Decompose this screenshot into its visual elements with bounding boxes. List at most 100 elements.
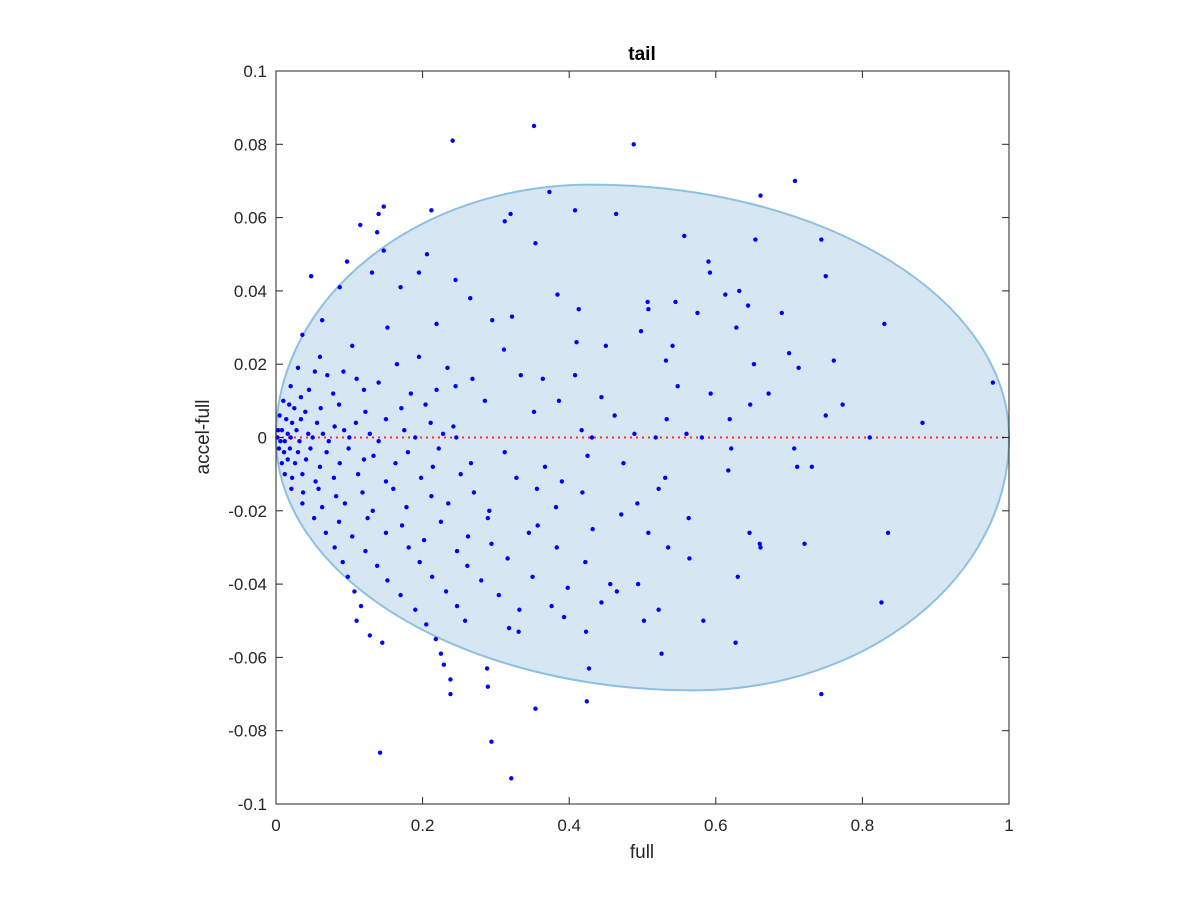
data-point bbox=[361, 387, 367, 393]
data-point bbox=[590, 526, 595, 532]
data-point bbox=[638, 329, 644, 334]
x-tick-label: 0.6 bbox=[704, 816, 728, 835]
data-point bbox=[287, 446, 293, 451]
data-point bbox=[277, 413, 282, 418]
data-point bbox=[682, 233, 687, 239]
data-point bbox=[374, 230, 380, 235]
data-point bbox=[535, 523, 540, 528]
data-point bbox=[417, 559, 422, 565]
data-point bbox=[533, 706, 538, 711]
data-point bbox=[555, 292, 560, 297]
data-point bbox=[434, 387, 439, 393]
data-point bbox=[286, 402, 292, 407]
data-point bbox=[530, 574, 535, 579]
data-point bbox=[337, 285, 342, 290]
data-point bbox=[758, 545, 763, 550]
data-point bbox=[656, 486, 661, 492]
data-point bbox=[458, 471, 463, 477]
data-point bbox=[734, 325, 739, 330]
data-point bbox=[361, 457, 367, 462]
data-point bbox=[608, 581, 613, 587]
y-tick-label: 0 bbox=[258, 429, 267, 448]
data-point bbox=[289, 486, 294, 492]
data-point bbox=[441, 662, 447, 667]
data-point bbox=[297, 438, 302, 444]
data-point bbox=[385, 325, 390, 330]
data-point bbox=[502, 219, 507, 224]
data-point bbox=[279, 460, 285, 466]
data-point bbox=[540, 376, 546, 382]
data-point bbox=[614, 589, 620, 594]
data-point bbox=[408, 391, 414, 396]
data-point bbox=[341, 369, 346, 374]
data-point bbox=[363, 548, 368, 554]
data-point bbox=[308, 274, 314, 279]
data-point bbox=[583, 629, 589, 634]
data-point bbox=[454, 603, 460, 609]
data-point bbox=[753, 237, 758, 242]
data-point bbox=[300, 332, 305, 338]
x-tick-label: 1 bbox=[1004, 816, 1013, 835]
data-point bbox=[285, 431, 290, 437]
data-point bbox=[294, 427, 299, 433]
data-point bbox=[370, 508, 375, 513]
data-point bbox=[819, 691, 824, 697]
data-point bbox=[885, 530, 891, 535]
y-tick-label: -0.08 bbox=[228, 722, 267, 741]
data-point bbox=[748, 402, 753, 407]
data-point bbox=[599, 600, 604, 605]
data-point bbox=[701, 618, 706, 623]
data-point bbox=[585, 453, 590, 459]
data-point bbox=[505, 556, 510, 561]
data-point bbox=[645, 299, 650, 305]
data-point bbox=[416, 354, 422, 360]
data-point bbox=[446, 501, 451, 506]
data-point bbox=[659, 651, 664, 656]
data-point bbox=[285, 457, 290, 462]
data-point bbox=[879, 600, 884, 605]
data-point bbox=[554, 545, 559, 550]
data-point bbox=[323, 530, 329, 535]
data-point bbox=[381, 204, 386, 209]
y-tick-label: 0.02 bbox=[234, 355, 267, 374]
y-tick-label: -0.04 bbox=[228, 575, 267, 594]
data-point bbox=[565, 585, 570, 590]
data-point bbox=[391, 486, 396, 492]
data-point bbox=[333, 493, 339, 499]
y-tick-label: 0.04 bbox=[234, 282, 267, 301]
data-point bbox=[332, 545, 337, 550]
data-point bbox=[337, 460, 342, 466]
data-point bbox=[344, 259, 350, 264]
data-point bbox=[295, 449, 301, 455]
data-point bbox=[353, 420, 359, 426]
data-point bbox=[699, 435, 705, 440]
data-point bbox=[298, 394, 304, 400]
data-point bbox=[342, 501, 348, 506]
data-point bbox=[758, 193, 763, 198]
data-point bbox=[613, 211, 619, 217]
data-point bbox=[665, 545, 671, 550]
data-point bbox=[281, 398, 286, 404]
data-point bbox=[350, 534, 355, 539]
data-point bbox=[289, 420, 295, 426]
data-point bbox=[433, 636, 438, 642]
x-tick-label: 0.2 bbox=[411, 816, 435, 835]
data-point bbox=[281, 449, 287, 455]
data-point bbox=[531, 409, 537, 415]
data-point bbox=[796, 365, 801, 371]
data-point bbox=[377, 750, 383, 755]
data-point bbox=[423, 402, 428, 407]
data-point bbox=[312, 369, 318, 374]
data-point bbox=[663, 475, 668, 481]
data-point bbox=[346, 446, 351, 451]
data-point bbox=[687, 556, 692, 561]
data-point bbox=[506, 625, 512, 631]
data-point bbox=[559, 479, 565, 484]
data-point bbox=[406, 545, 411, 550]
y-tick-label: -0.06 bbox=[228, 648, 267, 667]
data-point bbox=[462, 618, 468, 623]
data-point bbox=[737, 288, 742, 294]
data-point bbox=[316, 486, 321, 492]
data-point bbox=[706, 259, 711, 264]
chart-title: tail bbox=[628, 44, 655, 65]
